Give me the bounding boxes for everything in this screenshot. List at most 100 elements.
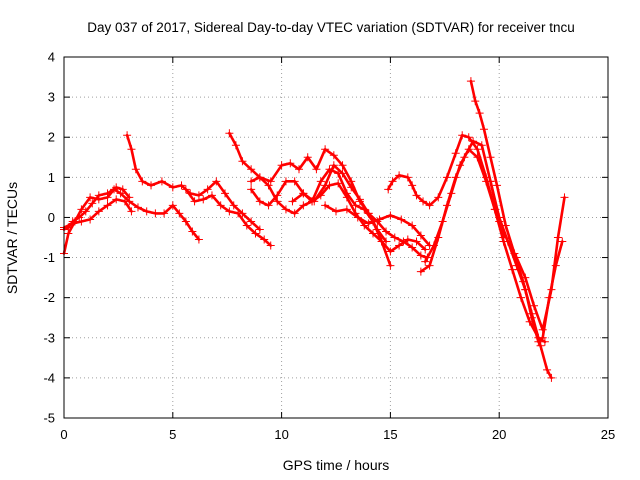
data-point [86,215,95,224]
data-point [447,189,456,198]
y-tick-label: -2 [43,290,55,305]
data-point [334,179,343,188]
data-point [68,219,77,228]
data-point [77,205,86,214]
data-point [464,145,473,154]
series-track-16 [514,237,567,346]
x-tick-label: 20 [492,427,506,442]
data-point [216,201,225,210]
data-point [225,207,234,216]
data-point [321,201,330,210]
data-point [558,237,567,246]
data-point [133,203,142,212]
data-point [338,161,347,170]
data-point [181,185,190,194]
data-point [386,247,395,256]
data-point [538,333,547,342]
data-point [266,177,275,186]
series-trace [423,148,547,344]
data-point [160,209,169,218]
data-point [386,261,395,270]
y-tick-label: 3 [48,90,55,105]
y-axis-label: SDTVAR / TECUs [4,182,20,294]
series-track-9 [288,161,432,262]
data-point [408,243,417,252]
data-point [75,213,84,222]
data-point [412,191,421,200]
data-point [375,215,384,224]
series-trace [517,240,564,344]
data-point [120,197,129,206]
data-point [229,201,238,210]
data-point [112,195,121,204]
y-tick-label: 4 [48,50,55,65]
tick-layer: 0 5 10 15 20 25 -5 -4 -3 -2 -1 0 1 2 3 4 [43,50,615,443]
data-point [290,209,299,218]
data-point [416,231,425,240]
data-point [281,177,290,186]
data-point [266,241,275,250]
data-point [188,227,197,236]
data-point [466,77,475,86]
data-point [199,195,208,204]
data-point [416,267,425,276]
data-point [277,161,286,170]
data-point [534,337,543,346]
data-point [388,177,397,186]
data-point [329,161,338,170]
data-point [288,197,297,206]
data-point [316,177,325,186]
data-point [547,373,556,382]
x-tick-label: 0 [60,427,67,442]
y-tick-label: 1 [48,170,55,185]
data-point [469,137,478,146]
data-point [312,165,321,174]
data-point [421,245,430,254]
data-point [545,293,554,302]
series-track-13 [421,145,549,346]
data-point [399,237,408,246]
data-point [247,177,256,186]
data-point [364,209,373,218]
data-point [493,181,502,190]
data-point [103,189,112,198]
data-point [521,285,530,294]
data-point [543,365,552,374]
data-point [471,97,480,106]
data-point [295,165,304,174]
data-point [421,257,430,266]
data-point [247,185,256,194]
data-point [355,195,364,204]
data-point [147,181,156,190]
series-track-7 [247,177,430,256]
data-point [425,261,434,270]
data-point [168,183,177,192]
data-point [212,177,221,186]
data-point [299,201,308,210]
y-tick-label: -1 [43,250,55,265]
data-point [329,151,338,160]
data-point [118,185,127,194]
data-point [103,201,112,210]
data-point [395,241,404,250]
series-track-2 [60,183,134,234]
data-point [408,221,417,230]
x-tick-label: 15 [383,427,397,442]
series-track-5 [181,185,275,250]
x-tick-label: 5 [169,427,176,442]
chart-title: Day 037 of 2017, Sidereal Day-to-day VTE… [87,20,574,35]
data-point [364,219,373,228]
y-tick-label: 2 [48,130,55,145]
series-trace [469,79,553,380]
data-point [512,253,521,262]
data-point [342,205,351,214]
data-point [353,213,362,222]
data-point [408,181,417,190]
x-axis-label: GPS time / hours [283,457,390,473]
data-point [264,201,273,210]
data-point [495,217,504,226]
data-point [190,197,199,206]
data-point [395,171,404,180]
grid-layer [64,57,608,418]
data-point [412,237,421,246]
